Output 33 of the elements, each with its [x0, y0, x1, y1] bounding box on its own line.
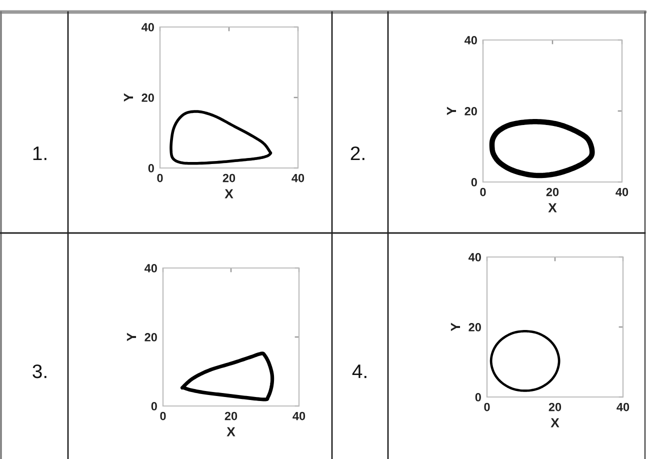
y-tick-label: 20 [464, 107, 477, 116]
y-tick-label: 20 [142, 94, 154, 102]
y-tick-label: 0 [475, 393, 481, 402]
text: 4. [352, 364, 366, 378]
y-tick-label: 40 [144, 264, 157, 272]
text: 2. [350, 146, 364, 160]
y-tick-label: 40 [468, 253, 481, 262]
text: 3. [32, 364, 46, 378]
y-tick-label: 40 [141, 23, 154, 32]
x-axis-title: X [226, 427, 236, 436]
y-tick-label: 20 [468, 323, 481, 332]
x-tick-label: 20 [548, 402, 562, 412]
y-tick-label: 40 [464, 36, 477, 44]
y-axis-title: Y [126, 332, 136, 342]
x-axis-title: X [224, 189, 234, 198]
x-tick-label: 0 [157, 174, 163, 182]
text: 1. [33, 146, 46, 160]
x-tick-label: 40 [616, 402, 630, 412]
y-axis-title: Y [450, 322, 460, 332]
y-axis-title: Y [124, 93, 134, 102]
x-axis-title: X [548, 203, 557, 212]
y-axis-title: Y [446, 106, 456, 116]
x-tick-label: 20 [546, 188, 559, 196]
x-tick-label: 0 [160, 412, 166, 420]
x-tick-label: 0 [484, 402, 490, 412]
x-tick-label: 40 [616, 188, 628, 196]
x-axis-title: X [550, 418, 560, 428]
y-tick-label: 0 [148, 164, 154, 172]
x-tick-label: 40 [292, 174, 304, 182]
y-tick-label: 20 [144, 333, 157, 342]
x-tick-label: 40 [292, 412, 306, 420]
x-tick-label: 20 [222, 174, 236, 182]
x-tick-label: 20 [224, 412, 238, 420]
